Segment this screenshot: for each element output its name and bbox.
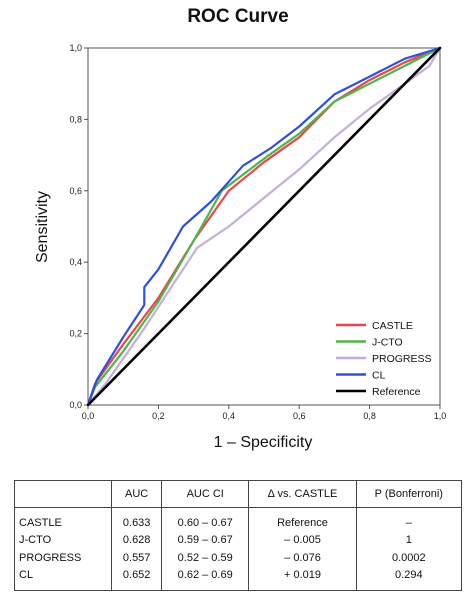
table-cell: – 0.005 [248,531,357,549]
plot-border [87,47,441,406]
series-line-j-cto [86,46,442,407]
table-row: CASTLE 0.633 0.60 – 0.67 Reference – [13,507,463,532]
header-cell: AUC [111,480,163,508]
y-tick-label: 0,2 [69,329,82,339]
header-cell: Δ vs. CASTLE [248,480,357,508]
table-cell: 0.0002 [355,548,463,567]
table-cell: 0.628 [111,531,163,549]
y-axis-title: Sensitivity [34,191,51,263]
x-tick-label: 0,0 [82,411,95,421]
table-cell: 0.59 – 0.67 [161,531,250,549]
plot-frame [87,47,441,406]
table-cell: 0.652 [111,566,163,592]
series-line-castle [86,46,442,407]
y-tick-label: 0,4 [69,257,82,267]
roc-chart: 0,0 0,2 0,4 0,6 0,8 1,0 0,0 0,2 0,4 0,6 0,8 1,0 CAS… [34,43,446,451]
table-cell: 0.60 – 0.67 [161,507,250,532]
header-cell: P (Bonferroni) [355,480,463,508]
table-cell: CASTLE [13,507,113,532]
legend: CASTLE J-CTO PROGRESS CL Reference [336,320,432,398]
table-header-row: AUC AUC CI Δ vs. CASTLE P (Bonferroni) [13,480,463,508]
table-cell: 0.294 [355,566,463,592]
table-cell: 0.52 – 0.59 [161,548,250,567]
auc-table: AUC AUC CI Δ vs. CASTLE P (Bonferroni) C… [13,480,463,592]
x-tick-label: 0,6 [293,411,306,421]
x-tick-label: 0,8 [363,411,376,421]
header-cell: AUC CI [161,480,250,508]
chart-title: ROC Curve [187,6,289,27]
table-cell: J-CTO [13,531,113,549]
series-layer [86,46,442,407]
table-cell: – 0.076 [248,548,357,567]
table-row: PROGRESS 0.557 0.52 – 0.59 – 0.076 0.000… [13,548,463,567]
x-tick-label: 0,4 [223,411,236,421]
x-tick-label: 0,2 [152,411,165,421]
y-tick-label: 0,0 [69,400,82,410]
table-row: J-CTO 0.628 0.59 – 0.67 – 0.005 1 [13,531,463,549]
table-cell: Reference [248,507,357,532]
header-cell [13,480,113,508]
legend-label: J-CTO [372,337,403,349]
legend-label: CL [372,370,386,382]
table-cell: 0.557 [111,548,163,567]
x-axis-title: 1 – Specificity [214,434,313,451]
x-tick-label: 1,0 [434,411,447,421]
table-row: CL 0.652 0.62 – 0.69 + 0.019 0.294 [13,566,463,592]
y-tick-label: 0,6 [69,186,82,196]
table-cell: 0.62 – 0.69 [161,566,250,592]
legend-label: CASTLE [372,320,413,332]
y-tick-label: 1,0 [69,43,82,53]
table-cell: 0.633 [111,507,163,532]
table-cell: CL [13,566,113,592]
table-cell: – [355,507,463,532]
table-cell: 1 [355,531,463,549]
table-cell: PROGRESS [13,548,113,567]
y-tick-label: 0,8 [69,114,82,124]
legend-label: PROGRESS [372,353,432,365]
series-line-reference [86,46,442,407]
table-cell: + 0.019 [248,566,357,592]
axis-ticks: 0,0 0,2 0,4 0,6 0,8 1,0 0,0 0,2 0,4 0,6 0,8 1,0 [69,43,446,421]
series-line-cl [86,46,442,407]
legend-label: Reference [372,386,421,398]
